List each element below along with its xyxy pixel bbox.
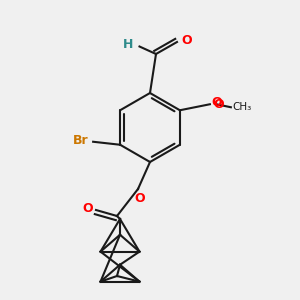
Text: Br: Br [73, 134, 88, 147]
Text: H: H [123, 38, 134, 52]
Text: O: O [82, 202, 93, 215]
Text: O: O [212, 96, 222, 109]
Text: O: O [182, 34, 192, 47]
Text: CH₃: CH₃ [232, 102, 252, 112]
Text: O: O [134, 192, 145, 205]
Text: O: O [214, 98, 224, 111]
